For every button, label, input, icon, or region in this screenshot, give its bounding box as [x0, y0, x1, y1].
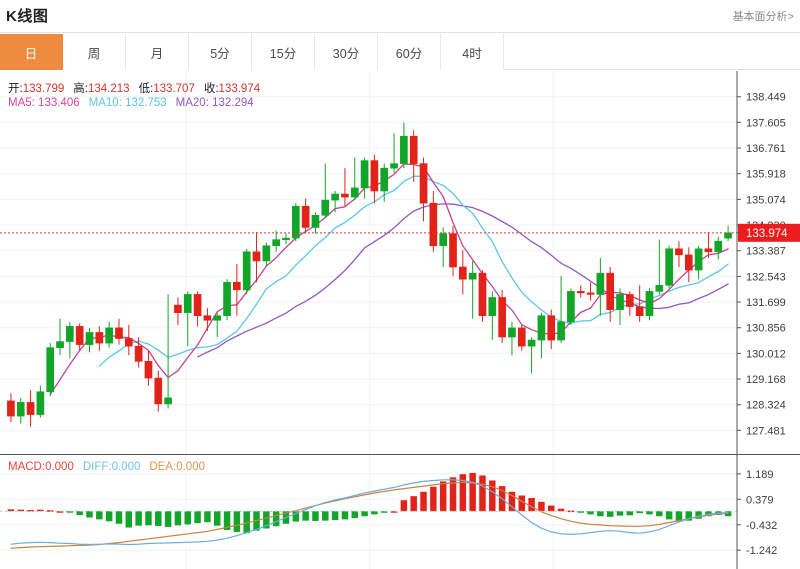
open-label: 开: [8, 83, 23, 95]
macd-panel[interactable]: 1.189 0.379 -0.432 -1.242 MACD:0.000 DIFF:0.… [0, 454, 800, 569]
tab-2[interactable]: 月 [126, 34, 189, 70]
ma20-label: MA20: [175, 97, 209, 109]
low-value: 133.707 [153, 83, 195, 95]
ma-readout: MA5: 133.406 MA10: 132.753 MA20: 132.294 [8, 97, 254, 109]
low-label: 低: [138, 83, 154, 95]
ma20-value: 132.294 [212, 97, 254, 109]
price-panel[interactable]: 138.449 137.605 136.761 135.918 135.074 134.2… [0, 71, 800, 454]
svg-text:131.699: 131.699 [746, 297, 786, 309]
close-label: 收: [203, 83, 219, 95]
candlestick-svg[interactable]: 138.449 137.605 136.761 135.918 135.074 134.2… [0, 71, 800, 454]
tab-5[interactable]: 30分 [315, 34, 378, 70]
ma5-label: MA5: [8, 97, 35, 109]
diff-value: 0.000 [111, 461, 141, 473]
open-value: 133.799 [22, 83, 65, 95]
dea-label: DEA: [149, 461, 177, 473]
ohlc-readout: 开:133.799 高:134.213 低:133.707 收:133.974 [8, 80, 260, 96]
svg-text:-1.242: -1.242 [746, 545, 777, 557]
high-value: 134.213 [87, 83, 130, 95]
svg-text:-0.432: -0.432 [746, 520, 777, 532]
svg-text:129.168: 129.168 [746, 374, 786, 386]
svg-text:130.856: 130.856 [746, 323, 786, 335]
ma10-value: 132.753 [125, 97, 167, 109]
svg-text:135.074: 135.074 [746, 194, 786, 206]
close-value: 133.974 [218, 83, 261, 95]
page-title: K线图 [6, 8, 49, 25]
timeframe-tabbar: 日周月 5分 15分 30分 60分 4时 [0, 34, 800, 70]
high-label: 高: [73, 83, 88, 95]
tab-7[interactable]: 4时 [441, 34, 504, 70]
fundamental-analysis-link[interactable]: 基本面分析> [732, 11, 794, 23]
ma10-label: MA10: [88, 97, 122, 109]
page-header: K线图 基本面分析> [0, 0, 800, 33]
macd-label: MACD: [8, 461, 46, 473]
svg-text:138.449: 138.449 [746, 92, 786, 104]
svg-text:137.605: 137.605 [746, 117, 786, 129]
chart-area: 138.449 137.605 136.761 135.918 135.074 134.2… [0, 71, 800, 569]
svg-text:135.918: 135.918 [746, 169, 786, 181]
ma5-value: 133.406 [38, 97, 80, 109]
svg-text:128.324: 128.324 [746, 400, 786, 412]
macd-value: 0.000 [45, 461, 74, 473]
tab-1[interactable]: 周 [63, 34, 126, 70]
dea-value: 0.000 [176, 461, 205, 473]
tab-4[interactable]: 15分 [252, 34, 315, 70]
svg-text:1.189: 1.189 [746, 469, 774, 481]
macd-readout: MACD:0.000 DIFF:0.000 DEA:0.000 [8, 461, 205, 473]
svg-text:127.481: 127.481 [746, 425, 786, 437]
svg-text:132.543: 132.543 [746, 271, 786, 283]
svg-text:133.387: 133.387 [746, 246, 786, 258]
tab-6[interactable]: 60分 [378, 34, 441, 70]
tab-3[interactable]: 5分 [189, 34, 252, 70]
tabbar-filler [504, 34, 800, 69]
diff-label: DIFF: [82, 461, 112, 473]
macd-svg[interactable]: 1.189 0.379 -0.432 -1.242 [0, 455, 800, 569]
svg-text:136.761: 136.761 [746, 143, 786, 155]
svg-text:0.379: 0.379 [746, 494, 774, 506]
tab-0[interactable]: 日 [0, 34, 63, 70]
svg-text:130.012: 130.012 [746, 348, 786, 360]
svg-text:133.974: 133.974 [746, 228, 788, 240]
